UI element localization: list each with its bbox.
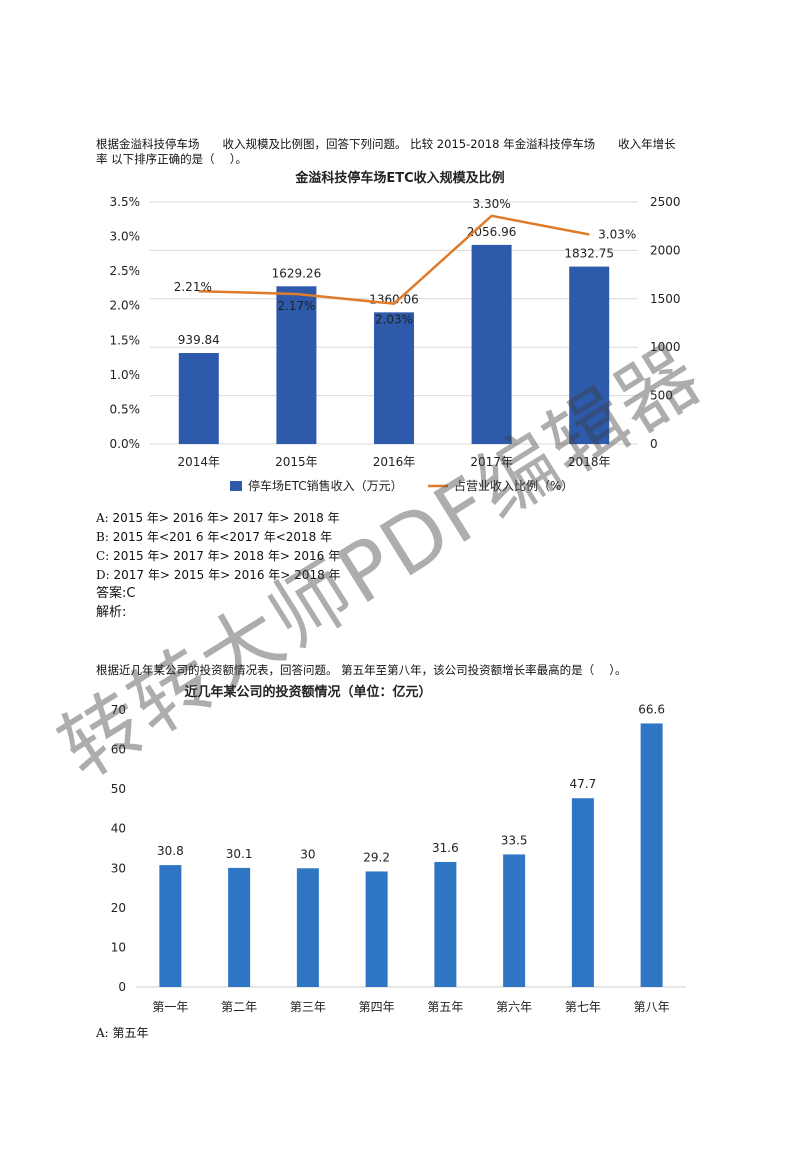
chart1-right-tick: 0 xyxy=(650,437,658,451)
investment-chart: 近几年某公司的投资额情况（单位：亿元） 0 10 20 30 40 50 60 70 30.8 第一… xyxy=(111,684,686,1014)
chart1-legend-bar-swatch xyxy=(230,481,242,491)
chart1-bar-label: 1832.75 xyxy=(564,247,614,261)
chart2-y-tick: 40 xyxy=(111,822,126,836)
etc-revenue-chart: 金溢科技停车场ETC收入规模及比例 0 500 1000 1500 2000 2500 0.0… xyxy=(110,170,681,493)
chart1-left-tick: 3.5% xyxy=(110,195,141,209)
analysis-label: 解析: xyxy=(96,605,127,620)
chart1-category-label: 2015年 xyxy=(275,455,318,469)
chart2-category-label: 第七年 xyxy=(565,1000,601,1014)
chart1-line-label: 3.03% xyxy=(598,227,636,241)
chart1-line-label: 3.30% xyxy=(473,197,511,211)
chart2-bar-label: 30 xyxy=(300,847,315,861)
chart2-y-tick: 20 xyxy=(111,901,126,915)
chart2-bar xyxy=(296,868,319,987)
chart1-bar xyxy=(178,353,219,444)
chart1-line-label: 2.21% xyxy=(174,280,212,294)
question-1-text-line-1: 根据金溢科技停车场 收入规模及比例图，回答下列问题。 比较 2015-2018 … xyxy=(96,137,676,151)
chart2-category-label: 第三年 xyxy=(290,1000,326,1014)
chart1-bar xyxy=(276,286,317,444)
chart1-right-tick: 500 xyxy=(650,389,673,403)
answer: 答案:C xyxy=(96,586,136,601)
chart2-bar-label: 30.1 xyxy=(226,847,253,861)
chart1-category-label: 2018年 xyxy=(568,455,611,469)
chart1-title: 金溢科技停车场ETC收入规模及比例 xyxy=(294,170,504,186)
option-a-mark: A: xyxy=(96,511,109,525)
option-d-mark: D: xyxy=(96,568,110,582)
chart2-bar xyxy=(159,865,182,987)
chart1-line-label: 2.17% xyxy=(277,299,315,313)
chart2-bar xyxy=(434,861,457,987)
chart2-bar-label: 31.6 xyxy=(432,841,459,855)
chart2-y-tick: 70 xyxy=(111,703,126,717)
chart1-bar xyxy=(569,266,610,444)
question-1-text-line-2: 率 以下排序正确的是（ ）。 xyxy=(96,152,248,166)
chart2-category-label: 第五年 xyxy=(427,1000,463,1014)
chart1-bar xyxy=(374,312,414,444)
chart1-right-tick: 2000 xyxy=(650,243,681,257)
chart1-right-tick: 2500 xyxy=(650,195,681,209)
chart2-bar-label: 47.7 xyxy=(570,777,597,791)
chart2-bar xyxy=(228,867,251,987)
chart2-y-tick: 0 xyxy=(118,980,126,994)
chart2-y-tick: 50 xyxy=(111,782,126,796)
option-b: B: 2015 年<201 6 年<2017 年<2018 年 xyxy=(96,529,332,545)
option-a: A: 2015 年> 2016 年> 2017 年> 2018 年 xyxy=(96,510,340,526)
option-c-mark: C: xyxy=(96,549,110,563)
chart2-category-label: 第四年 xyxy=(359,1000,395,1014)
chart2-y-tick: 10 xyxy=(111,940,126,954)
chart1-category-label: 2017年 xyxy=(470,455,513,469)
chart2-category-label: 第一年 xyxy=(152,1000,188,1014)
chart2-y-tick: 60 xyxy=(111,743,126,757)
chart1-left-tick: 1.5% xyxy=(110,333,141,347)
chart2-bar xyxy=(640,723,663,987)
chart1-legend-bar-label: 停车场ETC销售收入（万元） xyxy=(248,478,403,493)
chart2-category-label: 第二年 xyxy=(221,1000,257,1014)
option-b-text: 2015 年<201 6 年<2017 年<2018 年 xyxy=(112,530,333,544)
chart1-line-label: 2.03% xyxy=(375,313,413,327)
option-c-text: 2015 年> 2017 年> 2018 年> 2016 年 xyxy=(113,549,341,563)
chart1-legend-line-label: 占营业收入比例（%） xyxy=(454,478,573,493)
chart1-category-label: 2016年 xyxy=(373,455,416,469)
chart1-bar xyxy=(471,244,512,444)
chart1-right-tick: 1500 xyxy=(650,292,681,306)
chart2-bar-label: 33.5 xyxy=(501,833,528,847)
option-a-text: 2015 年> 2016 年> 2017 年> 2018 年 xyxy=(112,511,340,525)
chart1-left-tick: 0.5% xyxy=(110,402,141,416)
q2-option-a-mark: A: xyxy=(96,1026,109,1040)
option-d: D: 2017 年> 2015 年> 2016 年> 2018 年 xyxy=(96,567,341,583)
chart1-category-label: 2014年 xyxy=(178,455,221,469)
chart1-bar-label: 1629.26 xyxy=(272,266,322,280)
chart2-title: 近几年某公司的投资额情况（单位：亿元） xyxy=(184,684,431,700)
chart1-bar-label: 939.84 xyxy=(178,333,220,347)
chart2-bar-label: 29.2 xyxy=(363,850,390,864)
chart1-left-tick: 1.0% xyxy=(110,368,141,382)
option-c: C: 2015 年> 2017 年> 2018 年> 2016 年 xyxy=(96,548,340,564)
chart1-ratio-line xyxy=(198,214,590,305)
chart2-category-label: 第六年 xyxy=(496,1000,532,1014)
chart2-bar-label: 66.6 xyxy=(638,702,665,716)
chart2-bar xyxy=(503,854,526,987)
chart2-bar-label: 30.8 xyxy=(157,844,184,858)
chart1-left-tick: 2.5% xyxy=(110,264,141,278)
chart2-category-label: 第八年 xyxy=(634,1000,670,1014)
chart1-right-tick: 1000 xyxy=(650,340,681,354)
question-2-text: 根据近几年某公司的投资额情况表，回答问题。 第五年至第八年，该公司投资额增长率最… xyxy=(96,663,627,677)
chart1-left-tick: 2.0% xyxy=(110,299,141,313)
q2-option-a: A: 第五年 xyxy=(96,1025,149,1041)
chart2-y-tick: 30 xyxy=(111,861,126,875)
chart2-bar xyxy=(571,798,594,987)
chart2-bar xyxy=(365,871,388,987)
q2-option-a-text: 第五年 xyxy=(112,1026,149,1040)
chart1-left-tick: 3.0% xyxy=(110,230,141,244)
option-b-mark: B: xyxy=(96,530,109,544)
option-d-text: 2017 年> 2015 年> 2016 年> 2018 年 xyxy=(113,568,341,582)
chart1-left-tick: 0.0% xyxy=(110,437,141,451)
